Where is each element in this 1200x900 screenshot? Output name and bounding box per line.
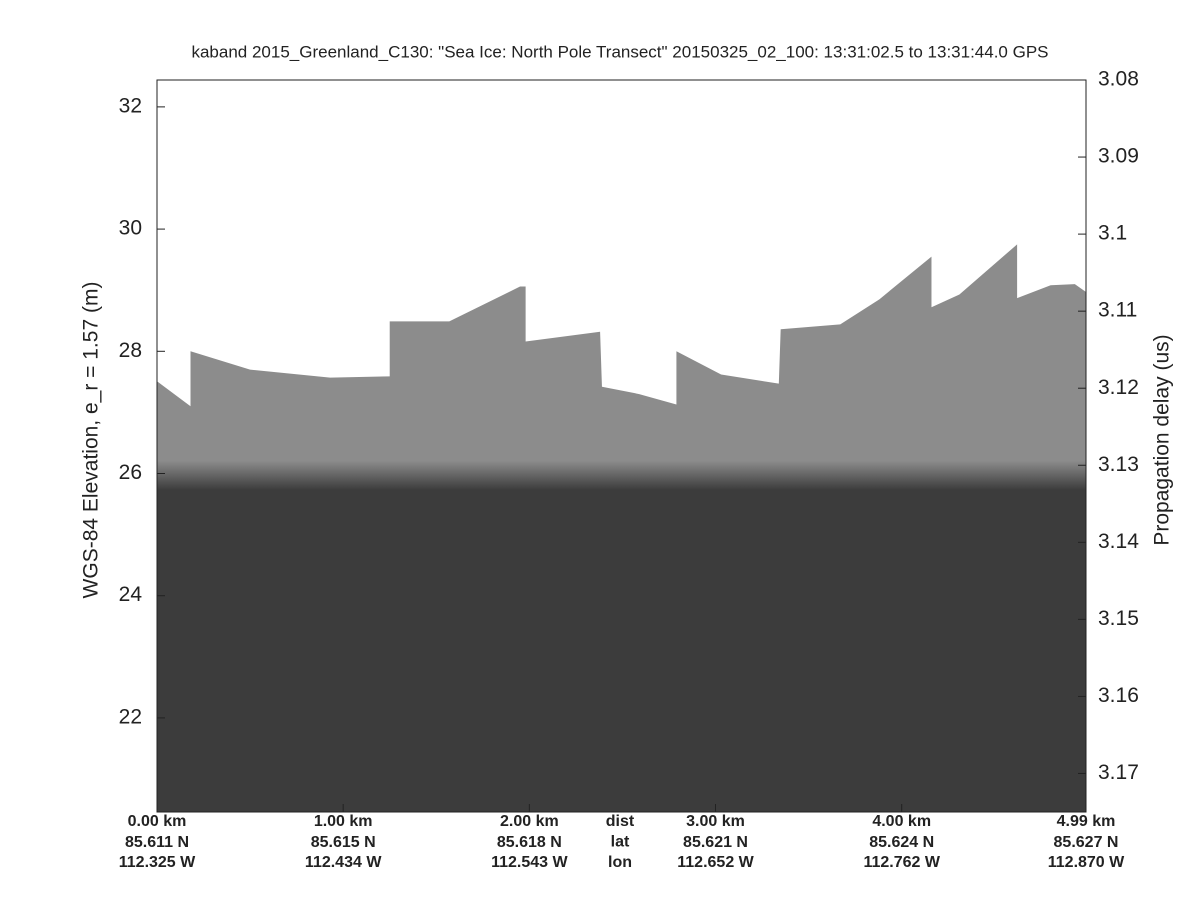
lon-label: 112.434 W: [305, 854, 382, 871]
y2-tick-label: 3.17: [1098, 761, 1139, 784]
x-tick-label: 3.00 km: [686, 813, 745, 830]
y2-tick-label: 3.08: [1098, 68, 1139, 91]
y2-axis-label: Propagation delay (us): [1151, 334, 1174, 545]
row-label: lat: [611, 834, 630, 851]
lat-label: 85.618 N: [497, 834, 562, 851]
lat-label: 85.611 N: [125, 834, 189, 851]
row-label: dist: [606, 813, 635, 830]
y-tick-label: 28: [119, 339, 142, 362]
y-tick-label: 24: [119, 583, 143, 606]
y-tick-label: 22: [119, 705, 142, 728]
radar-echo: [157, 244, 1086, 812]
row-label: lon: [608, 854, 632, 871]
y-tick-label: 26: [119, 461, 142, 484]
lat-label: 85.621 N: [683, 834, 748, 851]
y2-tick-label: 3.09: [1098, 145, 1139, 168]
lon-label: 112.762 W: [863, 854, 940, 871]
y2-tick-label: 3.15: [1098, 607, 1139, 630]
x-tick-label: 4.99 km: [1057, 813, 1116, 830]
x-tick-label: 0.00 km: [128, 813, 187, 830]
y-axis-label: WGS-84 Elevation, e_r = 1.57 (m): [80, 282, 103, 599]
lon-label: 112.325 W: [119, 854, 196, 871]
x-tick-label: 2.00 km: [500, 813, 559, 830]
x-tick-label: 4.00 km: [872, 813, 931, 830]
y-tick-label: 30: [119, 217, 142, 240]
y2-tick-label: 3.14: [1098, 530, 1139, 553]
y2-tick-label: 3.11: [1098, 299, 1137, 322]
lat-label: 85.627 N: [1054, 834, 1119, 851]
plot-frame: [156, 79, 1087, 813]
lat-label: 85.615 N: [311, 834, 376, 851]
y2-tick-label: 3.16: [1098, 684, 1139, 707]
y2-tick-label: 3.12: [1098, 376, 1139, 399]
y2-tick-label: 3.1: [1098, 222, 1127, 245]
y-tick-label: 32: [119, 94, 142, 117]
chart-title: kaband 2015_Greenland_C130: "Sea Ice: No…: [191, 42, 1048, 61]
lon-label: 112.543 W: [491, 854, 568, 871]
y2-tick-label: 3.13: [1098, 453, 1139, 476]
x-tick-label: 1.00 km: [314, 813, 373, 830]
lon-label: 112.870 W: [1048, 854, 1125, 871]
lon-label: 112.652 W: [677, 854, 754, 871]
lat-label: 85.624 N: [869, 834, 934, 851]
